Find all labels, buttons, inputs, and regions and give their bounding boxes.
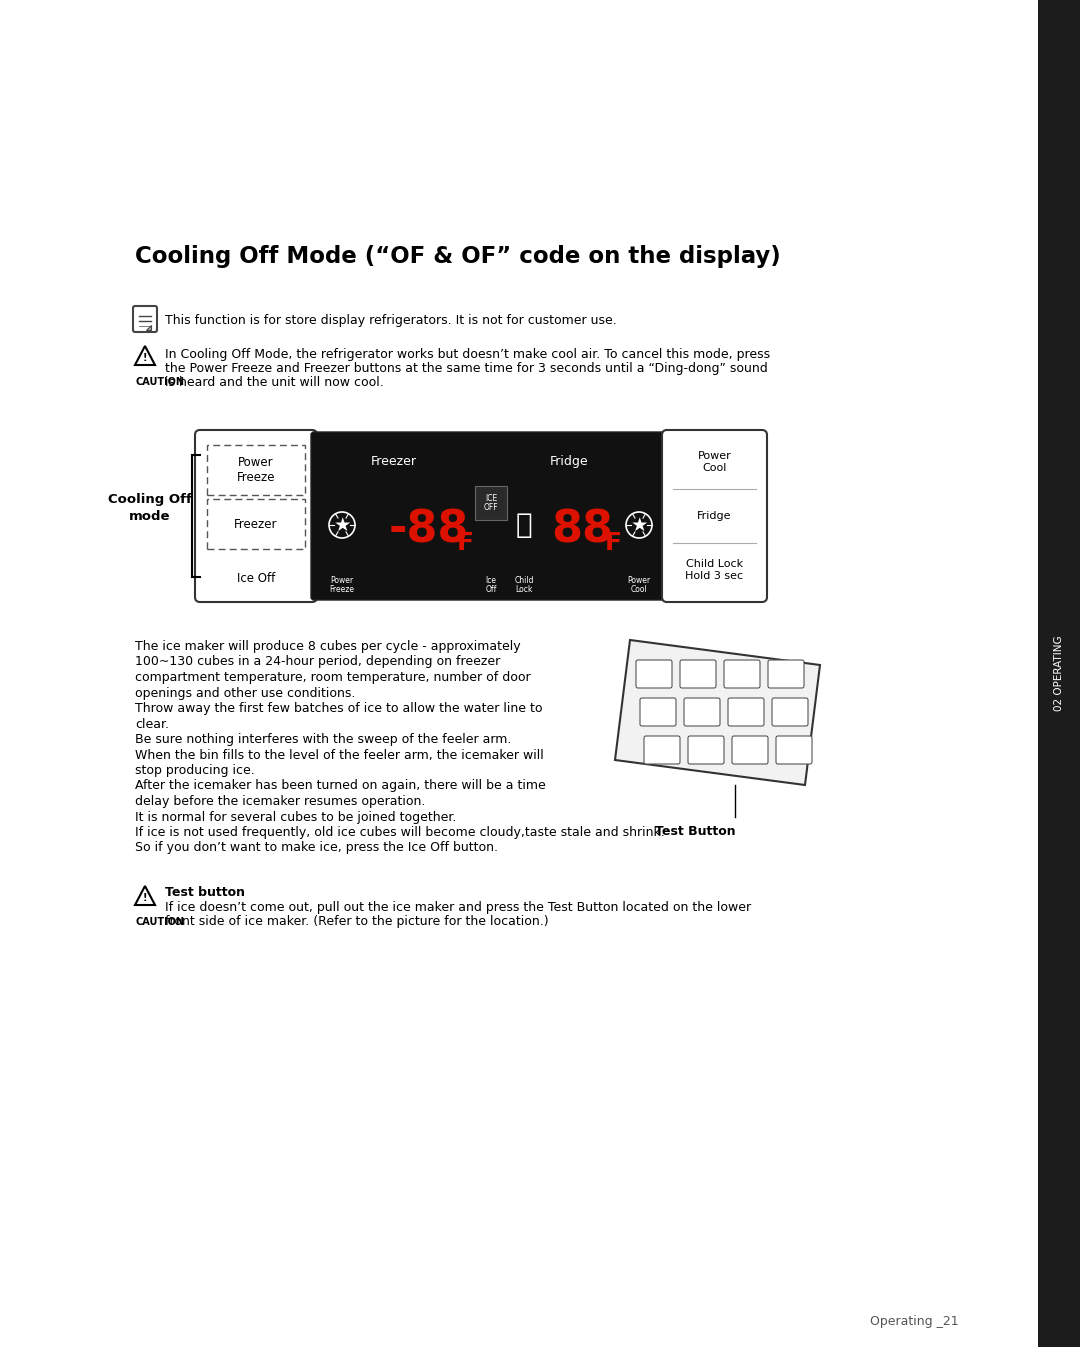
Text: Fridge: Fridge [550, 455, 589, 467]
FancyBboxPatch shape [207, 445, 305, 494]
Text: 100~130 cubes in a 24-hour period, depending on freezer: 100~130 cubes in a 24-hour period, depen… [135, 656, 500, 668]
Text: ICE
OFF: ICE OFF [484, 494, 498, 512]
Text: Child
Lock: Child Lock [514, 577, 534, 594]
Text: Power
Cool: Power Cool [627, 577, 650, 594]
Text: front side of ice maker. (Refer to the picture for the location.): front side of ice maker. (Refer to the p… [165, 915, 549, 928]
Text: 02 OPERATING: 02 OPERATING [1054, 636, 1064, 711]
Text: So if you don’t want to make ice, press the Ice Off button.: So if you don’t want to make ice, press … [135, 842, 498, 854]
Text: The ice maker will produce 8 cubes per cycle - approximately: The ice maker will produce 8 cubes per c… [135, 640, 521, 653]
FancyBboxPatch shape [777, 735, 812, 764]
Text: When the bin fills to the level of the feeler arm, the icemaker will: When the bin fills to the level of the f… [135, 749, 543, 761]
FancyBboxPatch shape [772, 698, 808, 726]
Text: Ice Off: Ice Off [237, 572, 275, 586]
Polygon shape [146, 325, 151, 330]
Text: Freezer: Freezer [372, 455, 417, 467]
Text: Test button: Test button [165, 886, 245, 898]
Text: If ice is not used frequently, old ice cubes will become cloudy,taste stale and : If ice is not used frequently, old ice c… [135, 826, 665, 839]
FancyBboxPatch shape [207, 498, 305, 550]
Text: Fridge: Fridge [698, 511, 732, 521]
Text: Ice
Off: Ice Off [485, 577, 497, 594]
Text: After the icemaker has been turned on again, there will be a time: After the icemaker has been turned on ag… [135, 780, 545, 792]
FancyBboxPatch shape [724, 660, 760, 688]
FancyBboxPatch shape [688, 735, 724, 764]
Polygon shape [615, 640, 820, 785]
Text: It is normal for several cubes to be joined together.: It is normal for several cubes to be joi… [135, 811, 457, 823]
Text: -88: -88 [389, 509, 469, 551]
Text: is heard and the unit will now cool.: is heard and the unit will now cool. [165, 376, 383, 389]
FancyBboxPatch shape [768, 660, 804, 688]
Text: If ice doesn’t come out, pull out the ice maker and press the Test Button locate: If ice doesn’t come out, pull out the ic… [165, 901, 751, 915]
Text: CAUTION: CAUTION [135, 377, 184, 387]
Text: stop producing ice.: stop producing ice. [135, 764, 255, 777]
Text: F: F [457, 531, 474, 555]
FancyBboxPatch shape [732, 735, 768, 764]
Text: 88: 88 [551, 509, 613, 551]
Text: clear.: clear. [135, 718, 168, 730]
FancyBboxPatch shape [644, 735, 680, 764]
FancyBboxPatch shape [475, 486, 507, 520]
Text: !: ! [143, 353, 147, 362]
Text: This function is for store display refrigerators. It is not for customer use.: This function is for store display refri… [165, 314, 617, 327]
Text: Test Button: Test Button [654, 824, 735, 838]
Text: CAUTION: CAUTION [135, 917, 184, 927]
Text: !: ! [143, 893, 147, 902]
Text: In Cooling Off Mode, the refrigerator works but doesn’t make cool air. To cancel: In Cooling Off Mode, the refrigerator wo… [165, 348, 770, 361]
Text: Power
Cool: Power Cool [698, 451, 731, 473]
Text: openings and other use conditions.: openings and other use conditions. [135, 687, 355, 699]
FancyBboxPatch shape [636, 660, 672, 688]
Bar [1038, 0, 1080, 1347]
Text: Power
Freeze: Power Freeze [237, 457, 275, 484]
Text: F: F [605, 531, 622, 555]
Text: Child Lock
Hold 3 sec: Child Lock Hold 3 sec [686, 559, 743, 581]
FancyBboxPatch shape [684, 698, 720, 726]
Text: Cooling Off
mode: Cooling Off mode [108, 493, 192, 523]
FancyBboxPatch shape [680, 660, 716, 688]
Text: delay before the icemaker resumes operation.: delay before the icemaker resumes operat… [135, 795, 426, 808]
Text: Power
Freeze: Power Freeze [329, 577, 354, 594]
FancyBboxPatch shape [195, 430, 318, 602]
Text: ★: ★ [631, 516, 648, 535]
Text: Operating _21: Operating _21 [870, 1315, 959, 1328]
Text: Throw away the first few batches of ice to allow the water line to: Throw away the first few batches of ice … [135, 702, 542, 715]
FancyBboxPatch shape [728, 698, 764, 726]
Text: compartment temperature, room temperature, number of door: compartment temperature, room temperatur… [135, 671, 530, 684]
FancyBboxPatch shape [662, 430, 767, 602]
Text: Freezer: Freezer [234, 517, 278, 531]
Text: the Power Freeze and Freezer buttons at the same time for 3 seconds until a “Din: the Power Freeze and Freezer buttons at … [165, 362, 768, 374]
Text: Be sure nothing interferes with the sweep of the feeler arm.: Be sure nothing interferes with the swee… [135, 733, 511, 746]
FancyBboxPatch shape [640, 698, 676, 726]
FancyBboxPatch shape [311, 432, 665, 599]
Text: ★: ★ [334, 516, 351, 535]
FancyBboxPatch shape [133, 306, 157, 331]
Text: ⚿: ⚿ [515, 511, 532, 539]
Text: Cooling Off Mode (“OF & OF” code on the display): Cooling Off Mode (“OF & OF” code on the … [135, 245, 781, 268]
